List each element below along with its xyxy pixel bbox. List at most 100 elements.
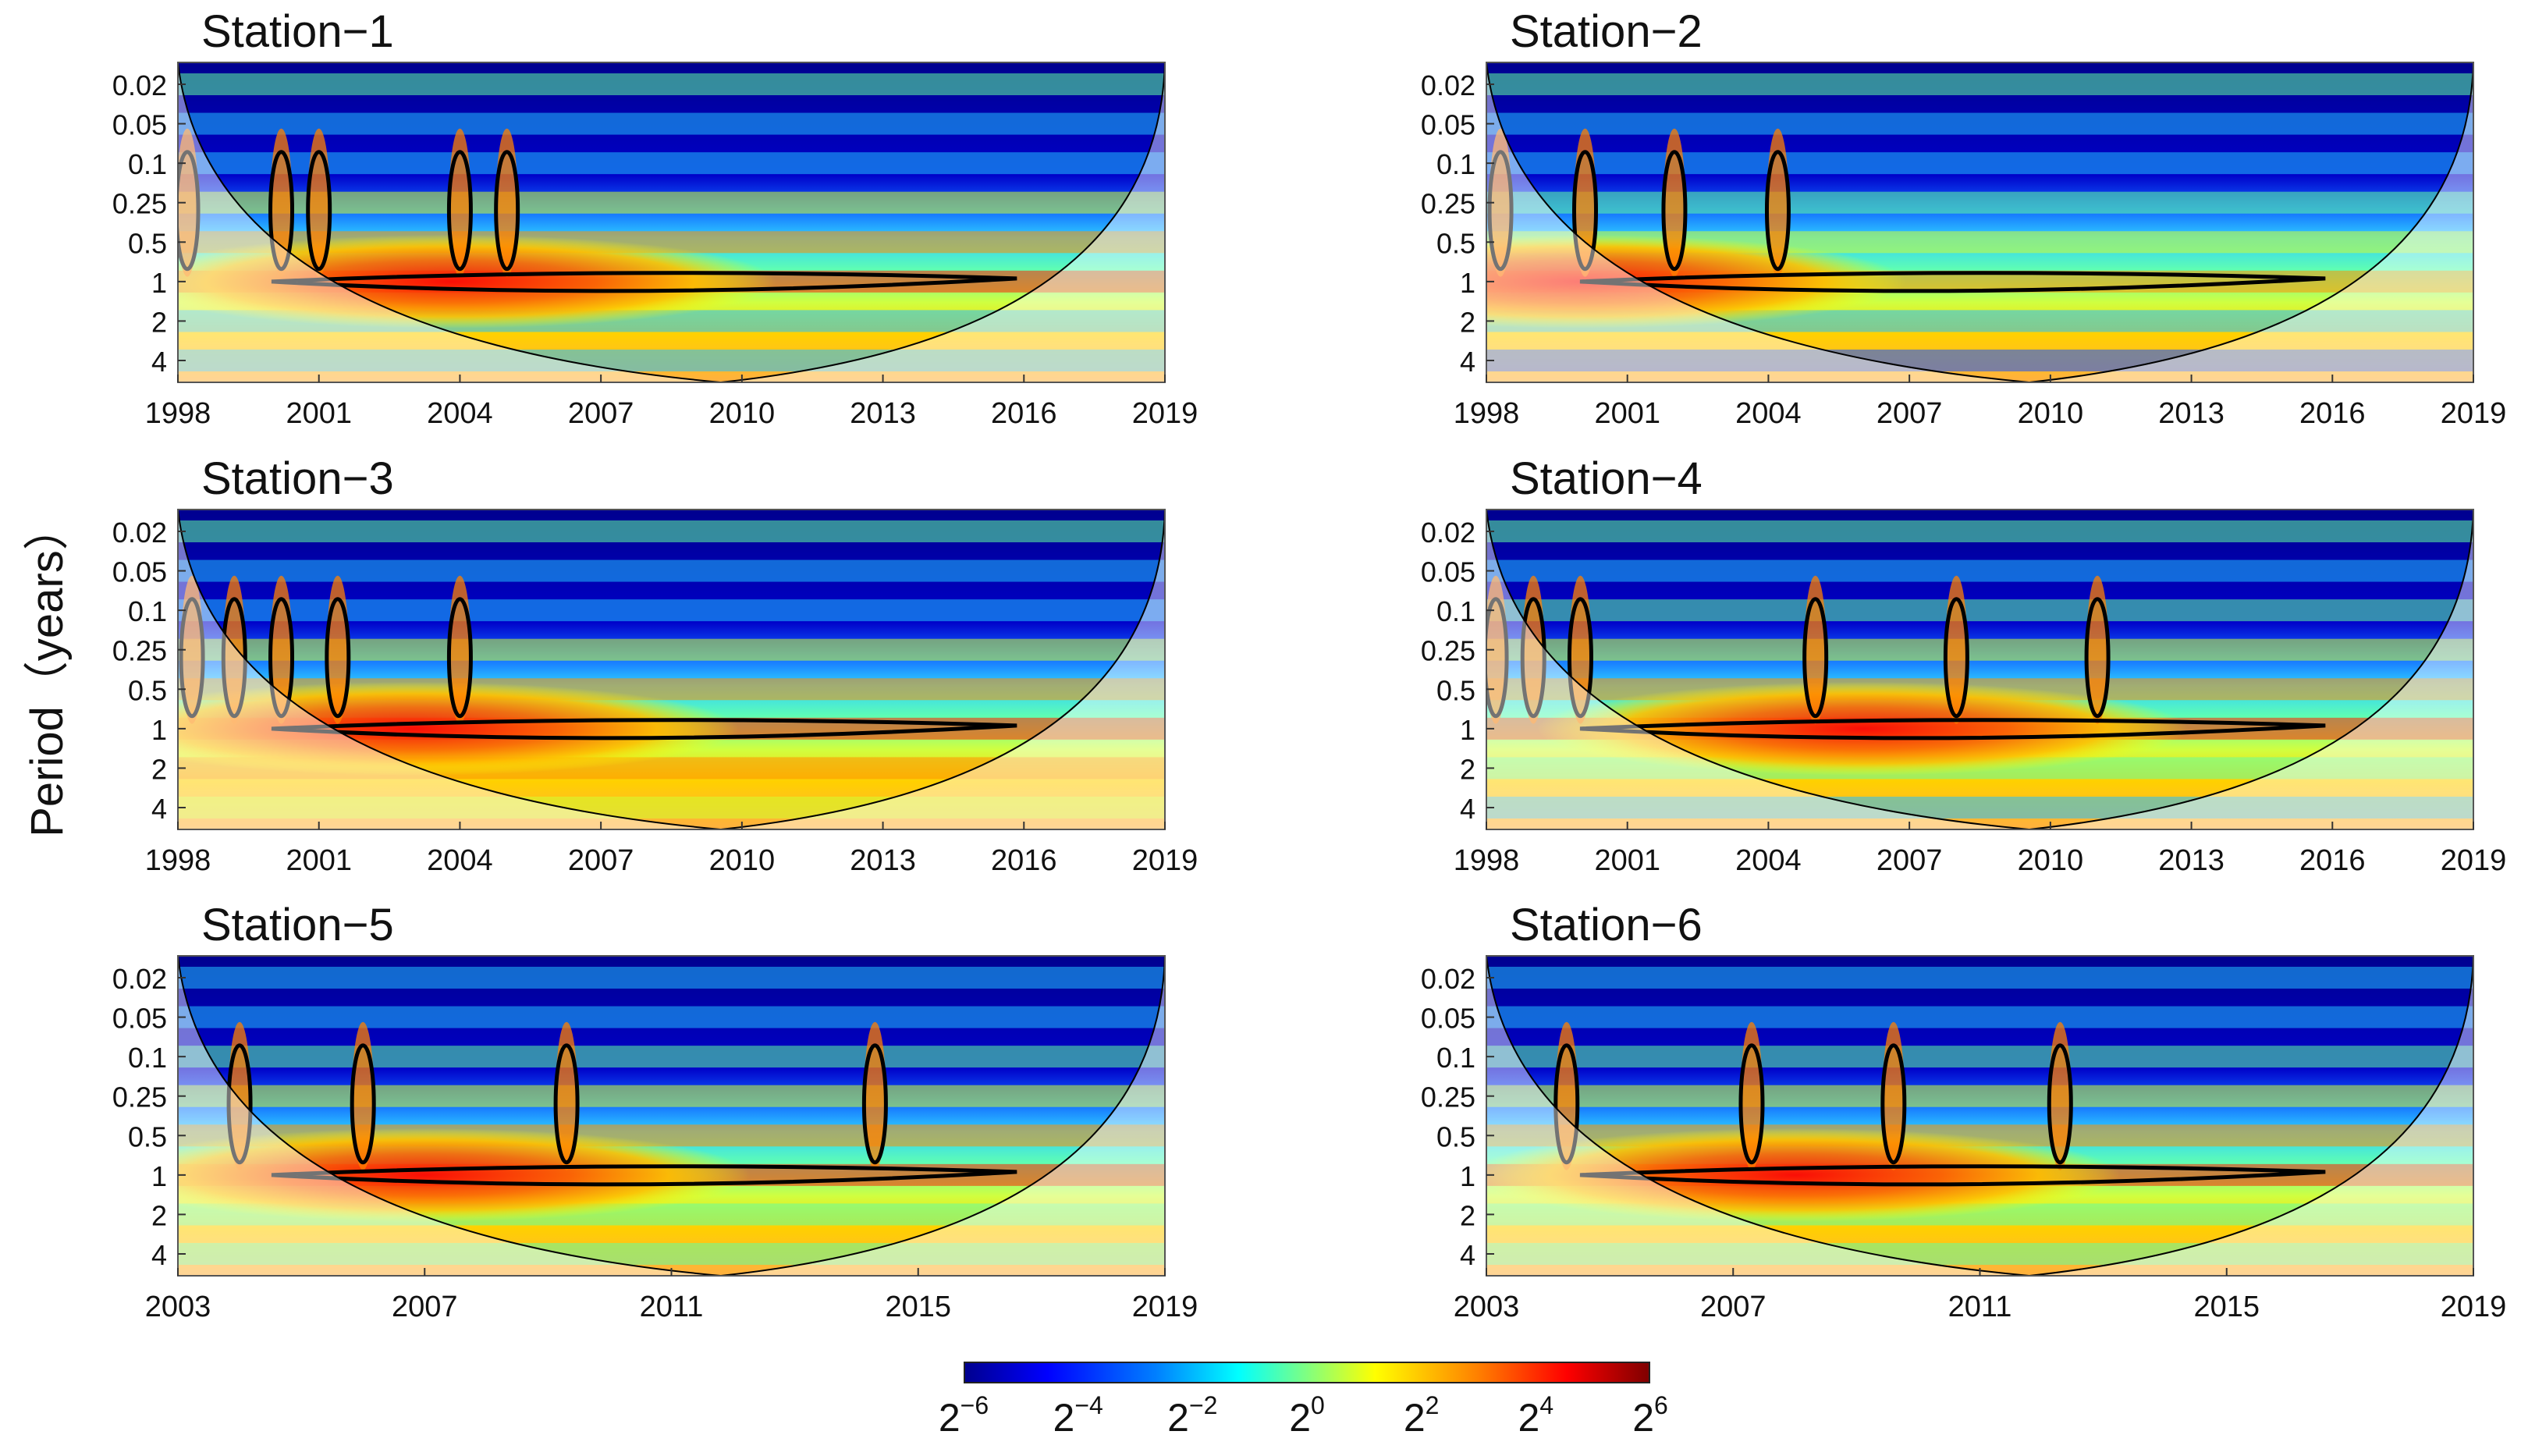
x-tick-label: 2019	[1132, 397, 1198, 430]
x-tick-label: 2019	[2441, 844, 2507, 877]
y-tick-label: 1	[1460, 267, 1475, 299]
significance-contour	[179, 597, 205, 719]
y-tick-label: 0.5	[1436, 1120, 1475, 1152]
y-tick-label: 0.5	[128, 1120, 167, 1152]
colorbar-tick-label: 2−4	[1053, 1391, 1103, 1440]
x-tick-label: 2003	[145, 1291, 211, 1323]
power-band-4	[178, 797, 1165, 819]
colorbar-tick-label: 2−6	[938, 1391, 989, 1440]
significance-contour	[1579, 718, 2326, 740]
power-band-0.1	[1486, 599, 2473, 622]
x-tick-label: 2019	[1132, 1291, 1198, 1323]
y-tick-label: 0.25	[1421, 188, 1475, 220]
x-tick-label: 2001	[1594, 844, 1660, 877]
panel-title: Station−1	[201, 6, 394, 57]
y-tick-label: 2	[151, 753, 167, 785]
x-tick-label: 2004	[1735, 844, 1802, 877]
y-tick-label: 4	[151, 1239, 167, 1271]
power-band-0.25	[1486, 1085, 2473, 1107]
x-tick-label: 2013	[850, 844, 916, 877]
colorbar-tick-label: 22	[1403, 1391, 1440, 1440]
x-tick-label: 2007	[392, 1291, 458, 1323]
y-tick-label: 2	[1460, 753, 1475, 785]
x-tick-label: 2001	[286, 844, 352, 877]
x-tick-label: 2016	[991, 844, 1057, 877]
y-tick-label: 4	[151, 346, 167, 378]
panel-title: Station−6	[1510, 900, 1703, 950]
panel-title: Station−5	[201, 900, 394, 950]
y-tick-label: 4	[151, 793, 167, 825]
power-band-0.02	[178, 73, 1165, 95]
cone-of-influence	[1486, 62, 2473, 382]
x-tick-label: 2011	[640, 1291, 704, 1323]
y-tick-label: 1	[151, 267, 167, 299]
y-tick-label: 0.1	[1436, 148, 1475, 180]
y-tick-label: 0.05	[1421, 109, 1475, 141]
x-tick-label: 1998	[1454, 844, 1520, 877]
significance-contour	[306, 150, 332, 272]
power-band-0.05	[178, 112, 1165, 135]
y-tick-label: 0.05	[112, 109, 167, 141]
y-tick-label: 2	[1460, 1199, 1475, 1231]
significance-contour	[271, 718, 1017, 740]
x-tick-label: 2007	[1700, 1291, 1766, 1323]
significance-contour	[1486, 597, 1509, 719]
significance-contour	[268, 597, 295, 719]
colorbar-gradient	[964, 1362, 1650, 1383]
significance-contour	[178, 150, 201, 272]
hot-region	[178, 1128, 751, 1222]
power-band-0.02	[178, 967, 1165, 989]
y-axis-title: Period（years）	[22, 505, 73, 837]
power-band-4	[1486, 797, 2473, 819]
significance-contour	[325, 597, 351, 719]
significance-contour	[1738, 1043, 1765, 1165]
colorbar-tick-label: 2−2	[1167, 1391, 1218, 1440]
power-band-0.25	[1486, 191, 2473, 214]
y-tick-label: 0.25	[112, 1081, 167, 1113]
power-band-0.25	[1486, 638, 2473, 661]
y-tick-label: 2	[151, 1199, 167, 1231]
x-tick-label: 2019	[2441, 397, 2507, 430]
y-tick-label: 0.5	[1436, 227, 1475, 259]
x-tick-label: 2007	[1877, 844, 1943, 877]
plot-frame	[177, 62, 1166, 383]
hot-region	[178, 234, 776, 328]
panel-3: Station−3 0.02 0.05 0.1 0.25 0.5 1 2 4 1998 2001 20…	[112, 453, 1198, 877]
x-tick-label: 1998	[1454, 397, 1520, 430]
y-tick-label: 0.02	[1421, 517, 1475, 549]
y-tick-label: 2	[1460, 306, 1475, 338]
significance-contour	[271, 1164, 1017, 1187]
x-tick-label: 2016	[2299, 844, 2366, 877]
panel-1: Station−1 0.02 0.05 0.1 0.25 0.5 1 2 4 1998 2001 20…	[112, 6, 1198, 430]
significance-contour	[2047, 1043, 2073, 1165]
x-tick-label: 1998	[145, 397, 211, 430]
significance-contour	[446, 150, 473, 272]
y-tick-label: 0.02	[1421, 963, 1475, 995]
y-tick-label: 0.25	[1421, 635, 1475, 667]
x-tick-label: 2010	[709, 397, 776, 430]
panel-title: Station−3	[201, 453, 394, 504]
significance-contour	[1764, 150, 1791, 272]
power-band-0.05	[178, 1006, 1165, 1028]
y-tick-label: 0.02	[1421, 69, 1475, 101]
x-tick-label: 2013	[2158, 844, 2225, 877]
power-band-0.05	[178, 559, 1165, 582]
power-band-0.05	[1486, 112, 2473, 135]
x-tick-label: 1998	[145, 844, 211, 877]
panel-4: Station−4 0.02 0.05 0.1 0.25 0.5 1 2 4 1998 2001 20…	[1421, 453, 2506, 877]
y-tick-label: 1	[151, 1160, 167, 1192]
power-band-4	[1486, 350, 2473, 371]
hot-region	[1486, 1128, 2121, 1222]
x-tick-label: 2019	[2441, 1291, 2507, 1323]
panel-6: Station−6 0.02 0.05 0.1 0.25 0.5 1 2 4 2003 2007 20…	[1421, 900, 2506, 1323]
cone-of-influence	[178, 510, 1165, 829]
hot-region	[1536, 681, 2189, 776]
significance-contour	[268, 150, 295, 272]
x-tick-label: 2004	[427, 397, 493, 430]
x-tick-label: 2019	[1132, 844, 1198, 877]
y-axis-title-container: Period（years）	[8, 468, 78, 874]
significance-contour	[861, 1043, 888, 1165]
power-band-0.02	[1486, 967, 2473, 989]
x-tick-label: 2013	[2158, 397, 2225, 430]
y-tick-label: 0.05	[112, 1003, 167, 1035]
